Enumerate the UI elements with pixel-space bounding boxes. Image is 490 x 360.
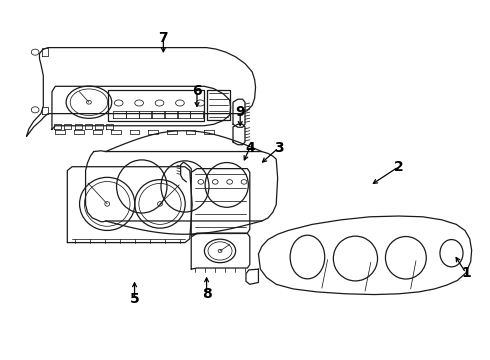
Text: 3: 3: [274, 141, 283, 155]
Text: 4: 4: [245, 141, 255, 155]
Text: 7: 7: [159, 31, 168, 45]
Text: 5: 5: [130, 292, 140, 306]
Text: 9: 9: [235, 105, 245, 119]
Text: 8: 8: [202, 287, 212, 301]
Text: 2: 2: [394, 160, 404, 174]
Text: 1: 1: [461, 266, 471, 280]
Text: 6: 6: [192, 84, 202, 98]
